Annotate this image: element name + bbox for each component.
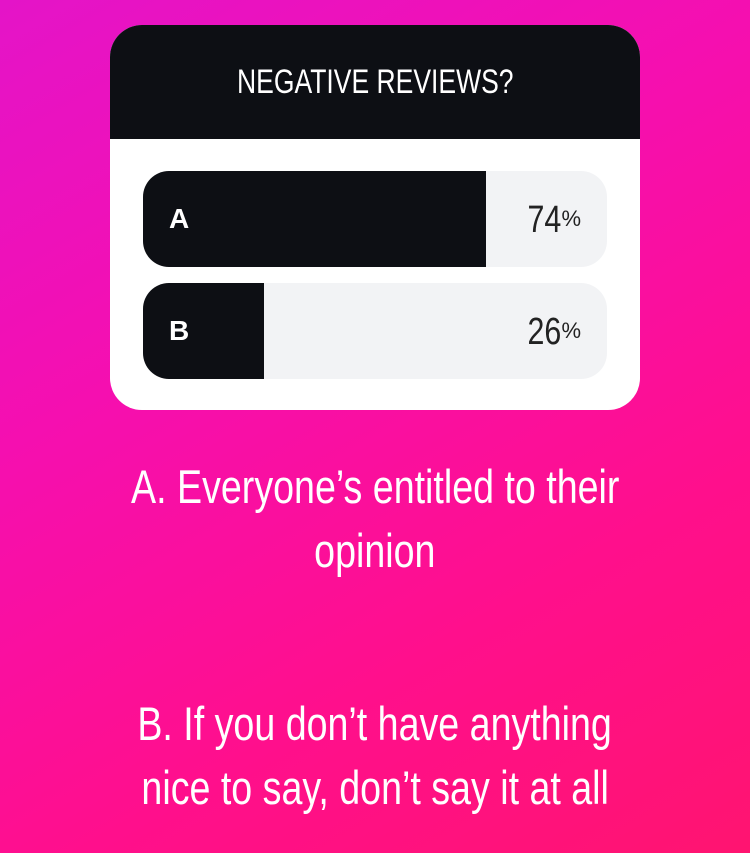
caption-b-line1: B. If you don’t have anything [137,697,613,750]
caption-option-b: B. If you don’t have anything nice to sa… [0,692,750,820]
poll-option-bar-fill [143,171,487,267]
poll-option-percent: 26% [527,311,581,353]
poll-option-bar-fill [143,283,264,379]
caption-a-line1: A. Everyone’s entitled to their [130,460,620,513]
caption-a-line2: opinion [314,524,436,577]
poll-sticker: NEGATIVE REVIEWS? A 74% B 26% [110,25,640,410]
poll-option-a[interactable]: A 74% [143,171,607,267]
poll-option-percent: 74% [527,199,581,241]
poll-option-label: A [169,203,190,234]
caption-option-a: A. Everyone’s entitled to their opinion [0,455,750,583]
caption-b-line2: nice to say, don’t say it at all [141,761,609,814]
poll-option-b[interactable]: B 26% [143,283,607,379]
poll-option-label: B [169,315,190,346]
poll-question: NEGATIVE REVIEWS? [236,62,514,101]
poll-header: NEGATIVE REVIEWS? [110,25,640,139]
